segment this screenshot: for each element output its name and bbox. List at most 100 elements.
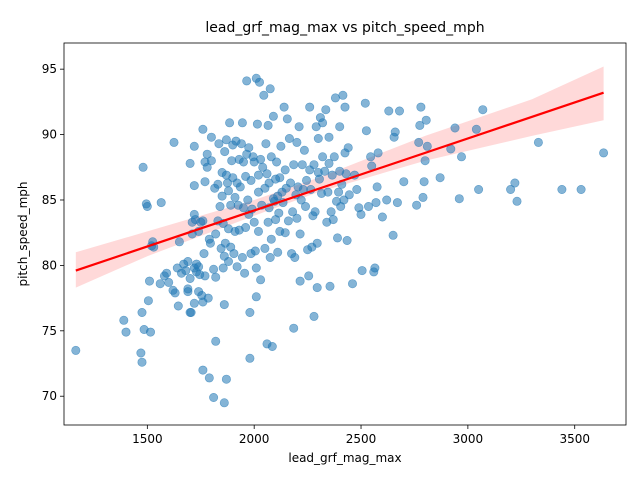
- y-axis-label: pitch_speed_mph: [16, 181, 30, 286]
- data-point: [219, 300, 229, 310]
- data-point: [312, 238, 322, 248]
- data-point: [239, 157, 249, 167]
- data-point: [329, 152, 339, 162]
- points-layer: [71, 73, 609, 408]
- data-point: [169, 137, 179, 147]
- data-point: [290, 253, 300, 263]
- data-point: [339, 195, 349, 205]
- x-tick-label: 1500: [132, 432, 163, 446]
- data-point: [255, 77, 265, 87]
- data-point: [361, 126, 371, 136]
- data-point: [272, 157, 282, 167]
- data-point: [313, 134, 323, 144]
- data-point: [305, 102, 315, 112]
- x-tick-label: 2500: [346, 432, 377, 446]
- data-point: [370, 263, 380, 273]
- x-axis-ticks: 1500 2000 2500 3000 3500: [132, 425, 590, 446]
- data-point: [382, 195, 392, 205]
- data-point: [394, 106, 404, 116]
- data-point: [189, 141, 199, 151]
- data-point: [295, 276, 305, 286]
- data-point: [338, 90, 348, 100]
- data-point: [260, 243, 270, 253]
- y-tick-label: 75: [42, 324, 57, 338]
- data-point: [377, 212, 387, 222]
- data-point: [143, 296, 153, 306]
- data-point: [312, 283, 322, 293]
- data-point: [256, 275, 266, 285]
- data-point: [262, 169, 272, 179]
- data-point: [318, 152, 328, 162]
- data-point: [221, 135, 231, 145]
- data-point: [299, 145, 309, 155]
- data-point: [189, 298, 199, 308]
- data-point: [416, 102, 426, 112]
- data-point: [321, 105, 331, 115]
- data-point: [232, 262, 242, 272]
- data-point: [258, 162, 268, 172]
- data-point: [557, 185, 567, 195]
- data-point: [420, 156, 430, 166]
- data-point: [246, 175, 256, 185]
- data-point: [390, 127, 400, 137]
- data-point: [510, 178, 520, 188]
- data-point: [373, 148, 383, 158]
- data-point: [328, 215, 338, 225]
- data-point: [512, 196, 522, 206]
- data-point: [352, 185, 362, 195]
- data-point: [119, 315, 129, 325]
- data-point: [146, 327, 156, 337]
- data-point: [263, 217, 273, 227]
- data-point: [206, 156, 216, 166]
- data-point: [224, 256, 234, 266]
- y-tick-label: 80: [42, 258, 57, 272]
- data-point: [324, 158, 334, 168]
- data-point: [280, 165, 290, 175]
- data-point: [206, 132, 216, 142]
- data-point: [164, 277, 174, 287]
- data-point: [326, 207, 336, 217]
- data-point: [251, 292, 261, 302]
- data-point: [318, 118, 328, 128]
- data-point: [186, 307, 196, 317]
- data-point: [266, 234, 276, 244]
- data-point: [295, 229, 305, 239]
- regression-line-layer: [75, 91, 604, 272]
- data-point: [261, 139, 271, 149]
- x-tick-label: 3500: [559, 432, 590, 446]
- data-point: [418, 192, 428, 202]
- confidence-band-layer: [75, 66, 604, 288]
- data-point: [211, 229, 221, 239]
- data-point: [422, 141, 432, 151]
- data-point: [203, 293, 213, 303]
- data-point: [224, 186, 234, 196]
- data-point: [454, 194, 464, 204]
- data-point: [292, 137, 302, 147]
- data-point: [285, 178, 295, 188]
- data-point: [273, 247, 283, 257]
- data-point: [421, 115, 431, 125]
- data-point: [289, 323, 299, 333]
- data-point: [456, 152, 466, 162]
- data-point: [162, 268, 172, 278]
- data-point: [225, 118, 235, 128]
- data-point: [388, 230, 398, 240]
- y-tick-label: 90: [42, 128, 57, 142]
- data-point: [145, 276, 155, 286]
- data-point: [198, 365, 208, 375]
- data-point: [341, 169, 351, 179]
- data-point: [267, 341, 277, 351]
- data-point: [372, 182, 382, 192]
- data-point: [263, 120, 273, 130]
- data-point: [275, 173, 285, 183]
- data-point: [183, 284, 193, 294]
- data-point: [236, 139, 246, 149]
- data-point: [198, 124, 208, 134]
- data-point: [240, 268, 250, 278]
- data-point: [241, 223, 251, 233]
- data-point: [356, 209, 366, 219]
- data-point: [209, 392, 219, 402]
- data-point: [327, 170, 337, 180]
- data-point: [259, 90, 269, 100]
